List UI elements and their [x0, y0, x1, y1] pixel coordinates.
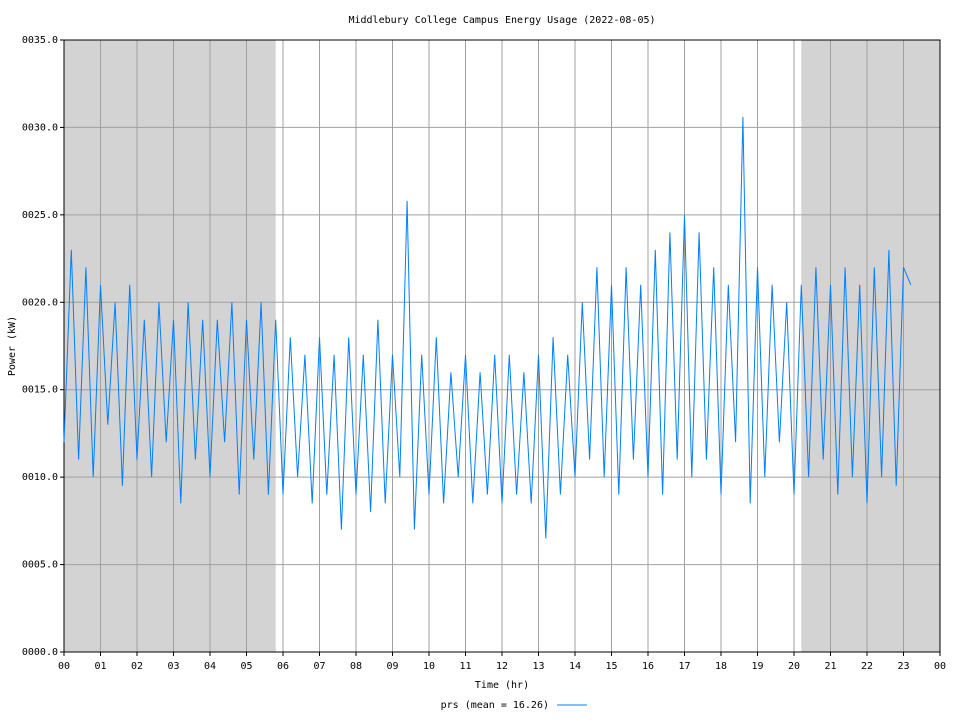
y-tick-label: 0015.0	[22, 385, 58, 396]
x-tick-label: 23	[897, 661, 909, 672]
shaded-region	[64, 40, 276, 652]
x-tick-label: 03	[167, 661, 179, 672]
x-tick-label: 02	[131, 661, 143, 672]
x-tick-label: 21	[824, 661, 836, 672]
plot-frame	[63, 39, 941, 653]
x-tick-label: 04	[204, 661, 216, 672]
x-tick-label: 01	[94, 661, 106, 672]
y-tick-label: 0010.0	[22, 472, 58, 483]
x-tick-label: 19	[751, 661, 763, 672]
y-tick-label: 0035.0	[22, 35, 58, 46]
x-tick-label: 15	[605, 661, 617, 672]
y-tick-label: 0030.0	[22, 122, 58, 133]
x-tick-label: 20	[788, 661, 800, 672]
x-tick-label: 09	[386, 661, 398, 672]
x-tick-label: 10	[423, 661, 435, 672]
x-tick-label: 12	[496, 661, 508, 672]
x-tick-label: 14	[569, 661, 581, 672]
legend-label: prs (mean = 16.26)	[441, 700, 549, 711]
x-tick-label: 00	[934, 661, 946, 672]
y-tick-label: 0025.0	[22, 210, 58, 221]
chart-title: Middlebury College Campus Energy Usage (…	[348, 15, 655, 26]
x-tick-label: 08	[350, 661, 362, 672]
y-tick-label: 0005.0	[22, 560, 58, 571]
x-tick-label: 17	[678, 661, 690, 672]
data-line	[63, 116, 912, 539]
x-tick-label: 13	[532, 661, 544, 672]
x-tick-label: 16	[642, 661, 654, 672]
x-tick-label: 11	[459, 661, 471, 672]
x-tick-label: 05	[240, 661, 252, 672]
x-tick-label: 22	[861, 661, 873, 672]
x-tick-label: 06	[277, 661, 289, 672]
y-tick-label: 0000.0	[22, 647, 58, 658]
x-tick-label: 07	[313, 661, 325, 672]
y-axis-label: Power (kW)	[7, 316, 18, 376]
x-tick-label: 18	[715, 661, 727, 672]
shaded-region	[801, 40, 940, 652]
y-tick-label: 0020.0	[22, 297, 58, 308]
x-axis-label: Time (hr)	[475, 680, 529, 691]
x-tick-label: 00	[58, 661, 70, 672]
